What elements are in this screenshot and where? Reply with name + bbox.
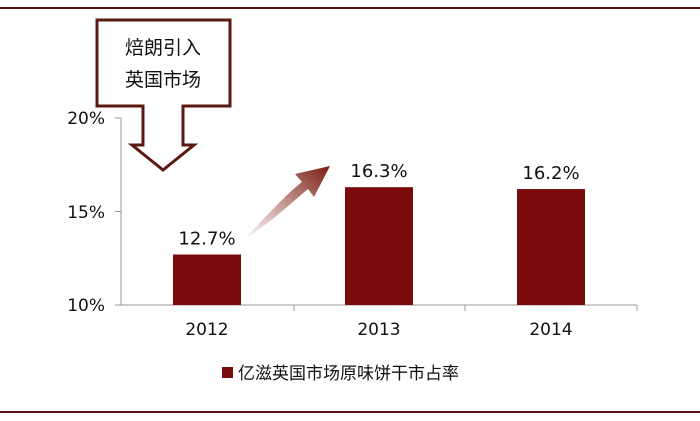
callout-box — [95, 18, 232, 172]
legend-label: 亿滋英国市场原味饼干市占率 — [238, 364, 459, 384]
y-tick-label: 20% — [67, 109, 105, 129]
top-rule — [0, 7, 700, 9]
data-label-2014: 16.2% — [522, 163, 579, 184]
bar-2013 — [345, 187, 413, 305]
growth-arrow — [243, 166, 330, 240]
data-label-2012: 12.7% — [178, 229, 235, 250]
y-tick-label: 10% — [67, 296, 105, 316]
x-category-label: 2012 — [185, 320, 228, 340]
legend-swatch — [222, 367, 233, 378]
x-category-label: 2013 — [357, 320, 400, 340]
data-label-2013: 16.3% — [350, 161, 407, 182]
callout-text-line1: 焙朗引入 — [125, 37, 201, 59]
x-category-label: 2014 — [529, 320, 572, 340]
callout-text-line2: 英国市场 — [125, 69, 201, 91]
bar-2014 — [517, 189, 585, 305]
bar-2012 — [173, 254, 241, 305]
bottom-rule — [0, 411, 700, 413]
y-tick-label: 15% — [67, 203, 105, 223]
